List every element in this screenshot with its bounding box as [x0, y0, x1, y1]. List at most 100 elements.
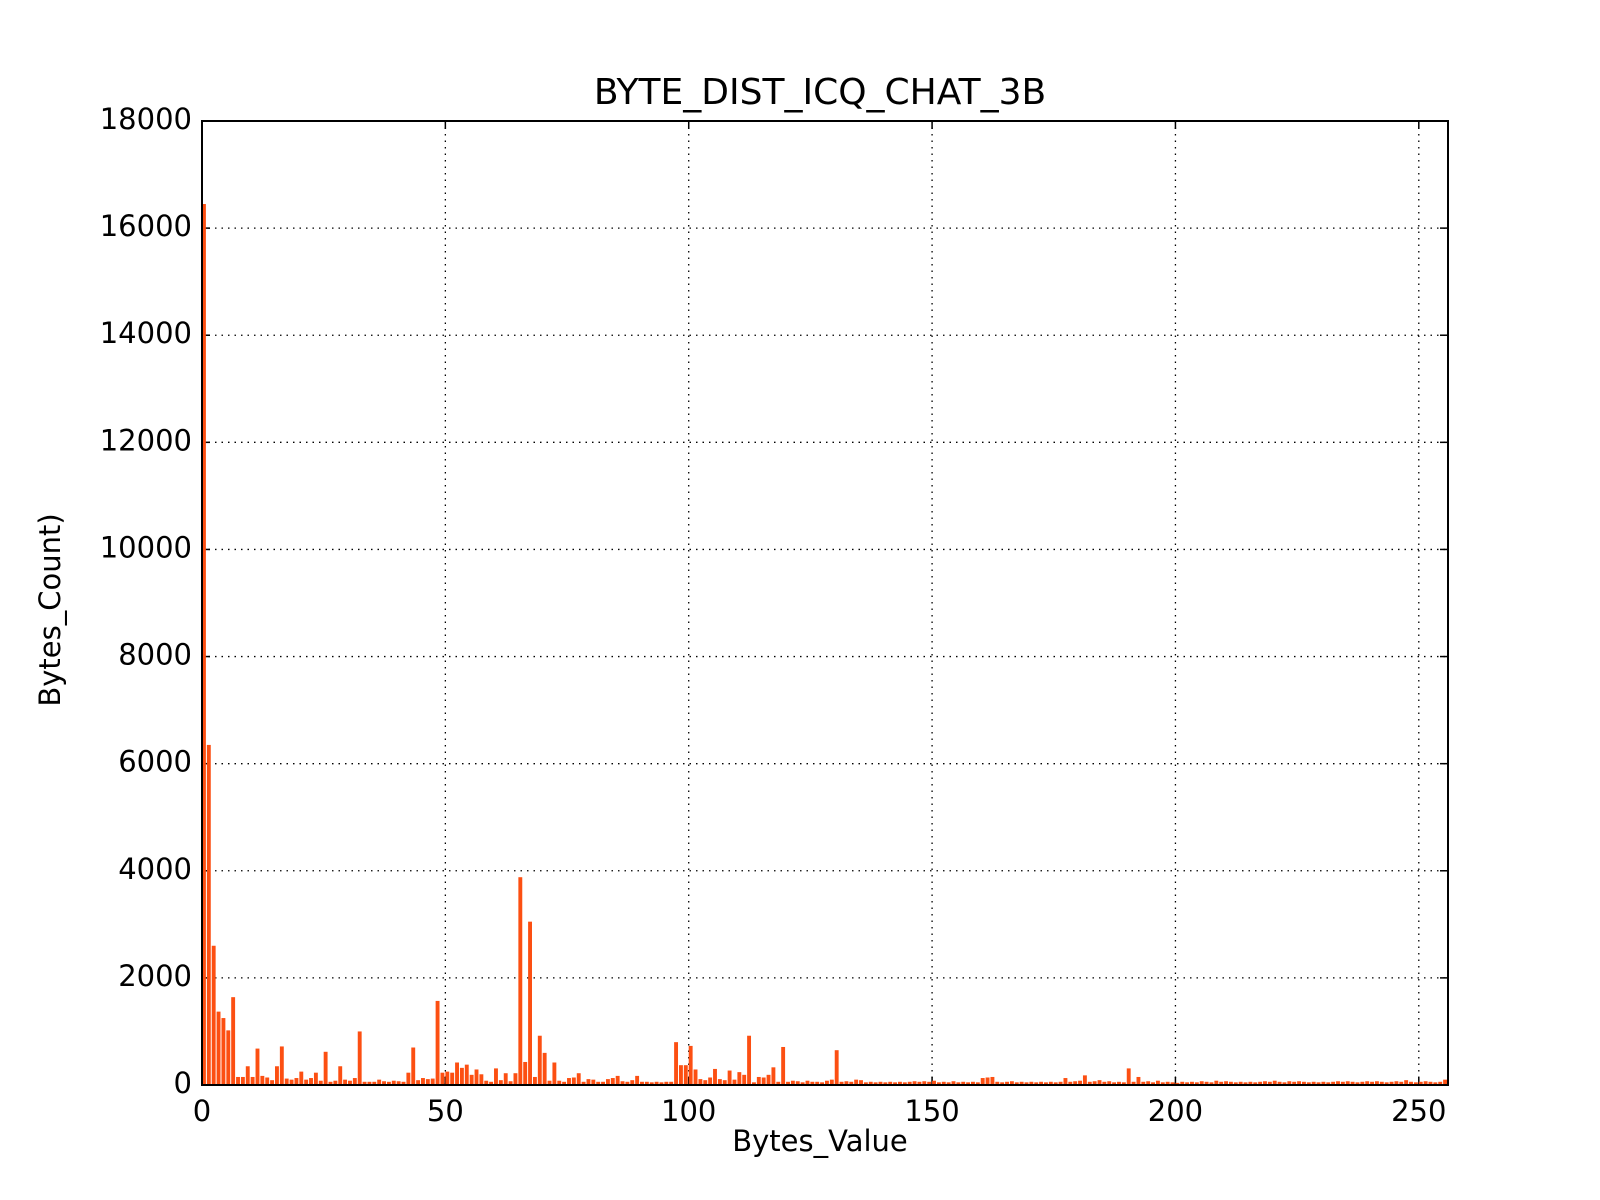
bar: [411, 1047, 416, 1085]
bar: [669, 1081, 674, 1085]
bar: [1009, 1081, 1014, 1085]
bar: [1438, 1081, 1443, 1085]
bar: [372, 1081, 377, 1085]
bar: [1131, 1081, 1136, 1085]
bar: [1336, 1081, 1340, 1085]
bar: [1112, 1082, 1117, 1085]
bar: [1102, 1081, 1107, 1085]
bar: [1292, 1081, 1297, 1085]
bar: [1404, 1080, 1409, 1085]
bar: [688, 1045, 693, 1085]
bar: [1194, 1082, 1199, 1085]
bar: [1316, 1082, 1321, 1085]
bar: [216, 1011, 221, 1085]
bar: [659, 1082, 664, 1085]
bar: [1350, 1081, 1355, 1085]
bar: [581, 1081, 586, 1085]
bar: [946, 1082, 951, 1085]
bar: [742, 1074, 747, 1085]
bar: [1331, 1081, 1336, 1085]
bar: [878, 1081, 883, 1085]
bar: [1034, 1082, 1039, 1085]
bar: [1282, 1082, 1287, 1085]
bar: [1233, 1082, 1238, 1085]
bar: [1224, 1081, 1229, 1085]
bar: [732, 1079, 737, 1085]
bar: [703, 1080, 708, 1085]
y-axis-label: Bytes_Count): [33, 513, 67, 706]
bar: [430, 1078, 435, 1085]
bar: [309, 1078, 313, 1085]
bar: [1379, 1081, 1384, 1085]
bar: [440, 1072, 445, 1085]
bar: [386, 1081, 391, 1085]
bar: [255, 1048, 260, 1085]
bar: [596, 1081, 601, 1085]
bar: [1005, 1081, 1009, 1085]
bar: [547, 1080, 552, 1085]
bar: [800, 1082, 805, 1085]
bar: [863, 1082, 868, 1085]
bar: [484, 1080, 489, 1085]
bar: [406, 1072, 411, 1085]
bar: [1087, 1081, 1092, 1085]
bar: [683, 1065, 688, 1085]
bar: [727, 1070, 732, 1085]
bar: [698, 1079, 703, 1085]
bar: [352, 1078, 357, 1085]
bar: [805, 1080, 810, 1085]
bar: [1287, 1081, 1292, 1085]
y-tick-label: 4000: [118, 852, 192, 886]
bar: [605, 1079, 610, 1085]
y-tick-label: 8000: [118, 638, 192, 672]
bar: [786, 1081, 790, 1085]
plot-frame: [201, 120, 1449, 1086]
bar: [206, 744, 211, 1085]
bar: [893, 1082, 898, 1085]
bar: [226, 1030, 231, 1085]
bar: [922, 1081, 927, 1085]
bar: [625, 1081, 630, 1085]
bar: [1219, 1081, 1224, 1085]
y-tick-label: 18000: [100, 102, 192, 136]
bar: [610, 1078, 615, 1085]
bar: [1160, 1082, 1165, 1085]
bar: [245, 1066, 250, 1085]
bar: [396, 1081, 401, 1085]
bar: [1443, 1079, 1448, 1085]
bar: [868, 1081, 873, 1085]
bar: [708, 1077, 713, 1085]
bar: [299, 1071, 304, 1085]
bar: [912, 1081, 917, 1085]
bar: [464, 1064, 469, 1085]
bar: [1214, 1080, 1219, 1085]
bar: [318, 1080, 323, 1085]
bar: [620, 1081, 625, 1085]
bar: [820, 1082, 825, 1085]
bar: [377, 1079, 382, 1085]
bar: [810, 1081, 815, 1085]
bar: [1117, 1081, 1121, 1085]
bar: [474, 1069, 479, 1085]
bar: [1082, 1075, 1087, 1085]
bar: [265, 1077, 270, 1085]
bar: [927, 1081, 932, 1085]
bar: [1418, 1081, 1423, 1085]
bar: [1267, 1081, 1272, 1085]
bar: [1063, 1078, 1068, 1085]
bar: [1019, 1081, 1024, 1085]
y-tick-label: 6000: [118, 745, 192, 779]
bar: [1175, 1082, 1180, 1085]
bar: [713, 1068, 717, 1085]
bar: [503, 1073, 508, 1085]
bar: [1297, 1081, 1302, 1085]
bar: [1073, 1081, 1078, 1085]
bar: [1258, 1081, 1263, 1085]
bar: [985, 1077, 990, 1085]
bar: [532, 1076, 537, 1085]
bar: [1228, 1081, 1233, 1085]
bar: [1277, 1081, 1282, 1085]
bar: [250, 1076, 255, 1085]
bar: [479, 1074, 484, 1085]
x-tick-label: 100: [661, 1094, 716, 1128]
